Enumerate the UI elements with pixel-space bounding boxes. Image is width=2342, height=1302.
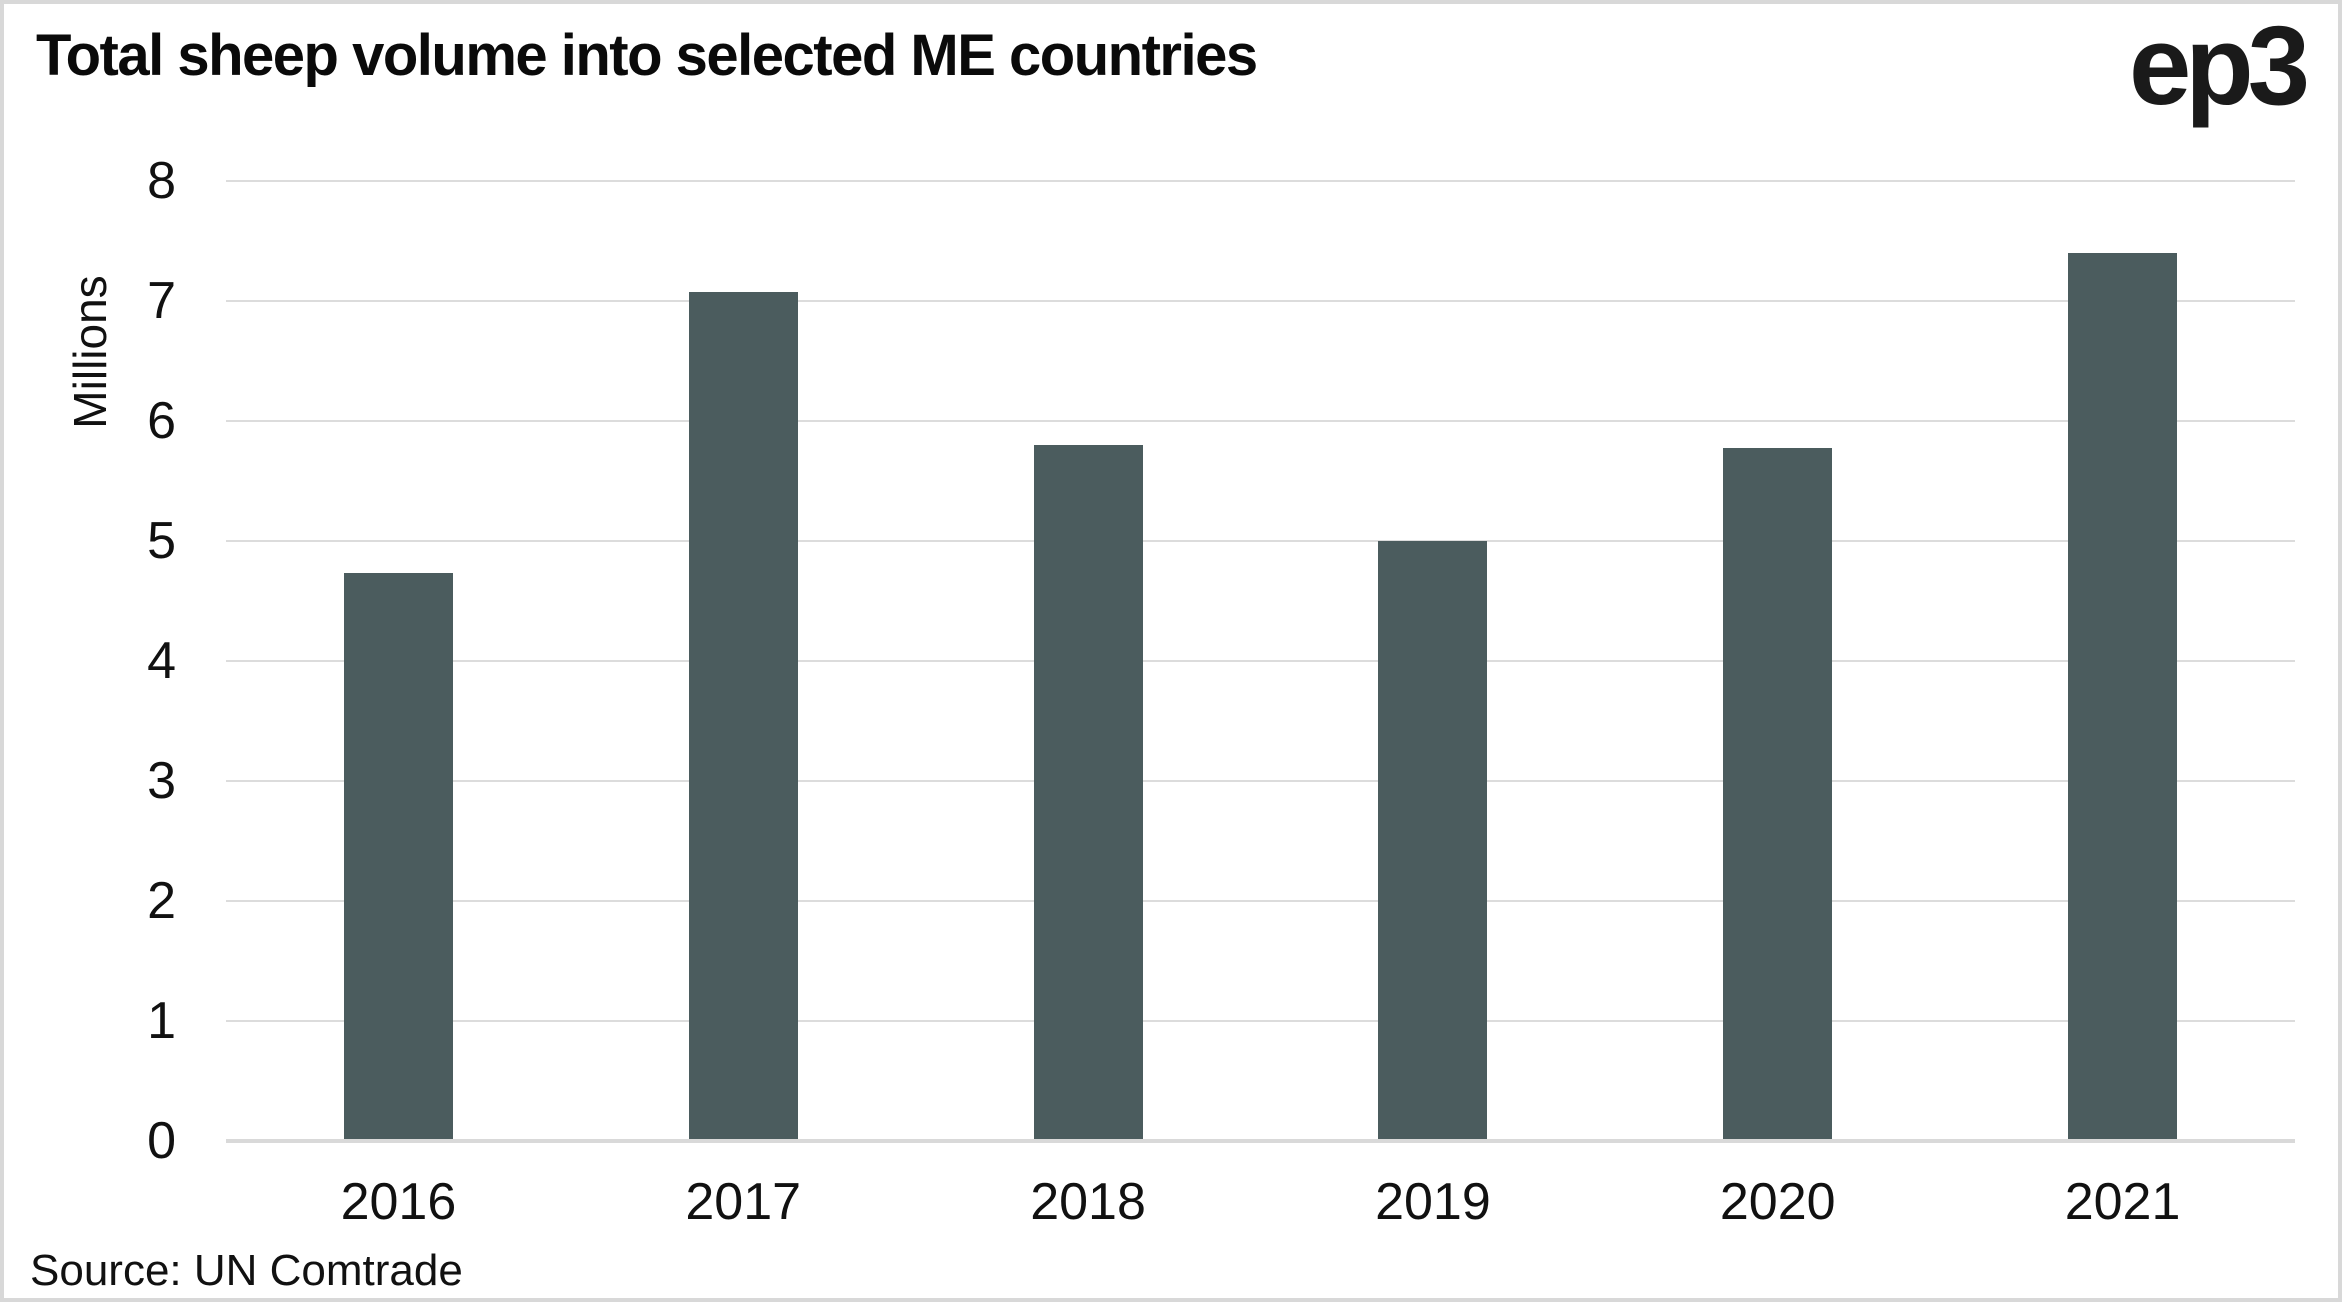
ep3-logo: ep3 — [2129, 3, 2310, 128]
gridline-7 — [226, 300, 2295, 302]
x-axis-tick-labels: 2016 2017 2018 2019 2020 2021 — [226, 1172, 2295, 1242]
gridline-5 — [226, 540, 2295, 542]
gridline-6 — [226, 420, 2295, 422]
x-tick-label-2018: 2018 — [1030, 1173, 1146, 1231]
x-tick-label-2021: 2021 — [2064, 1173, 2181, 1231]
y-tick-label-7: 7 — [147, 272, 176, 330]
x-tick-label-2019: 2019 — [1375, 1173, 1491, 1231]
bar-2020 — [1723, 447, 1833, 1139]
x-tick-label-2017: 2017 — [685, 1173, 802, 1231]
bar-2019 — [1378, 541, 1488, 1139]
y-tick-label-2: 2 — [147, 872, 176, 930]
plot-area — [226, 180, 2295, 1141]
x-tick-label-2020: 2020 — [1719, 1173, 1836, 1231]
x-axis-line — [226, 1139, 2295, 1143]
gridline-3 — [226, 780, 2295, 782]
y-tick-label-5: 5 — [147, 512, 176, 570]
y-tick-label-1: 1 — [147, 992, 176, 1050]
gridline-1 — [226, 1020, 2295, 1022]
source-note: Source: UN Comtrade — [30, 1246, 463, 1295]
bar-2016 — [343, 572, 453, 1139]
bar-2017 — [688, 291, 798, 1139]
y-tick-label-4: 4 — [147, 632, 176, 690]
bar-2018 — [1033, 445, 1143, 1139]
y-axis-tick-labels: 8 7 6 5 4 3 2 1 0 — [4, 4, 176, 1298]
y-tick-label-6: 6 — [147, 392, 176, 450]
y-tick-label-3: 3 — [147, 752, 176, 810]
gridline-2 — [226, 900, 2295, 902]
chart-title: Total sheep volume into selected ME coun… — [36, 23, 1258, 88]
bar-2021 — [2068, 253, 2178, 1139]
y-tick-label-8: 8 — [147, 152, 176, 210]
gridline-4 — [226, 660, 2295, 662]
gridline-8 — [226, 180, 2295, 182]
y-tick-label-0: 0 — [147, 1112, 176, 1170]
x-tick-label-2016: 2016 — [340, 1173, 457, 1231]
